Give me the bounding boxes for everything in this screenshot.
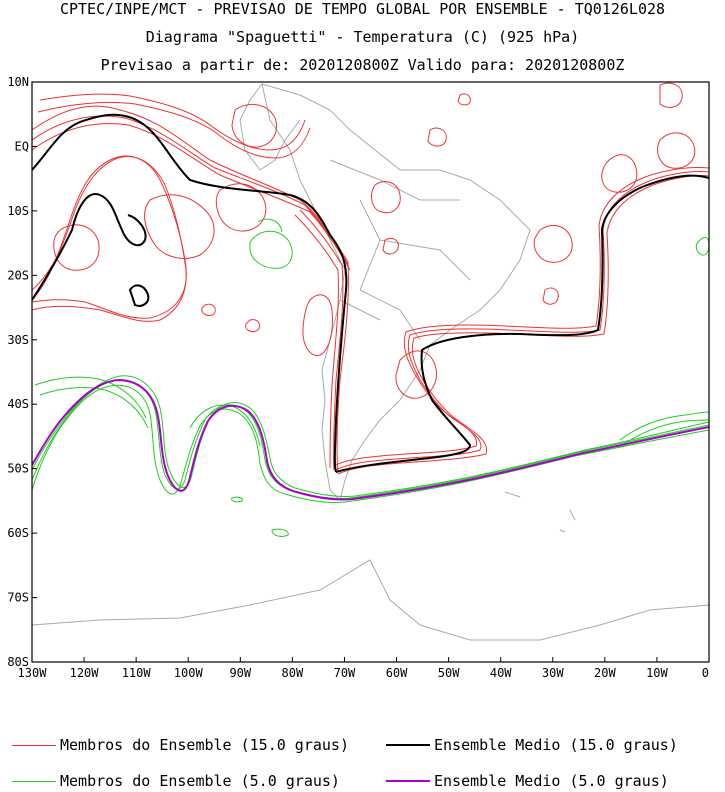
legend-members-15: Membros do Ensemble (15.0 graus) xyxy=(12,735,349,755)
plot-frame xyxy=(31,81,710,663)
lat-tick-label: 10S xyxy=(7,204,29,218)
legend-swatch-mean-15 xyxy=(386,744,430,746)
mean-15-north xyxy=(32,113,348,473)
lat-tick-label: 80S xyxy=(7,655,29,669)
legend-swatch-members-15 xyxy=(12,744,56,746)
title-line-2: Diagrama "Spaguetti" - Temperatura (C) (… xyxy=(145,28,580,46)
lon-tick-label: 50W xyxy=(438,666,460,680)
lat-tick-label: 70S xyxy=(7,591,29,605)
members-15-southatlantic xyxy=(333,82,709,475)
members-5-layer xyxy=(32,218,709,537)
lat-tick-label: 60S xyxy=(7,526,29,540)
legend-label-members-5: Membros do Ensemble (5.0 graus) xyxy=(60,772,340,790)
longitude-axis: 130W 120W 110W 100W 90W 80W 70W 60W 50W 40W 30W 20W… xyxy=(18,657,710,680)
members-15-northwest xyxy=(32,93,351,333)
mean-15-loop xyxy=(128,284,150,307)
lon-tick-label: 90W xyxy=(229,666,251,680)
lon-tick-label: 120W xyxy=(70,666,100,680)
lat-tick-label: 20S xyxy=(7,268,29,282)
lat-tick-label: 30S xyxy=(7,333,29,347)
lat-tick-label: EQ xyxy=(15,139,29,153)
legend-label-mean-15: Ensemble Medio (15.0 graus) xyxy=(434,736,678,754)
south-america-coast xyxy=(261,83,531,501)
lon-tick-label: 20W xyxy=(594,666,616,680)
lon-tick-label: 10W xyxy=(646,666,668,680)
legend-mean-15: Ensemble Medio (15.0 graus) xyxy=(386,735,678,755)
title-line-3: Previsao a partir de: 2020120800Z Valido… xyxy=(100,56,625,74)
lat-tick-label: 50S xyxy=(7,462,29,476)
title-line-1: CPTEC/INPE/MCT - PREVISAO DE TEMPO GLOBA… xyxy=(59,0,666,18)
lon-tick-label: 40W xyxy=(490,666,512,680)
islands xyxy=(504,491,576,533)
legend-swatch-mean-5 xyxy=(386,780,430,782)
lon-tick-label: 100W xyxy=(174,666,204,680)
mean-15-west xyxy=(32,193,147,301)
lon-tick-label: 0 xyxy=(702,666,709,680)
lat-tick-label: 40S xyxy=(7,397,29,411)
mean-15-layer xyxy=(32,113,709,473)
members-15-layer xyxy=(32,82,709,475)
legend-swatch-members-5 xyxy=(12,780,56,782)
legend-label-members-15: Membros do Ensemble (15.0 graus) xyxy=(60,736,349,754)
lon-tick-label: 70W xyxy=(334,666,356,680)
members-15-andes xyxy=(294,204,349,473)
mean-5-layer xyxy=(32,378,709,501)
country-borders xyxy=(329,159,471,341)
lat-tick-label: 10N xyxy=(7,75,29,89)
mean-5-line xyxy=(32,378,709,501)
legend-label-mean-5: Ensemble Medio (5.0 graus) xyxy=(434,772,669,790)
lon-tick-label: 130W xyxy=(18,666,48,680)
lon-tick-label: 80W xyxy=(282,666,304,680)
lon-tick-label: 30W xyxy=(542,666,564,680)
lon-tick-label: 110W xyxy=(122,666,152,680)
legend-mean-5: Ensemble Medio (5.0 graus) xyxy=(386,771,669,791)
spaghetti-map: 10N EQ 10S 20S 30S 40S 50S 60S 70S 80S 130W 120W 11… xyxy=(7,75,710,680)
antarctica-coast xyxy=(32,559,709,641)
legend-members-5: Membros do Ensemble (5.0 graus) xyxy=(12,771,340,791)
latitude-axis: 10N EQ 10S 20S 30S 40S 50S 60S 70S 80S xyxy=(7,75,37,669)
coastline-layer xyxy=(32,83,709,641)
central-america-coast xyxy=(239,83,301,171)
mean-15-south xyxy=(335,174,709,473)
lon-tick-label: 60W xyxy=(386,666,408,680)
